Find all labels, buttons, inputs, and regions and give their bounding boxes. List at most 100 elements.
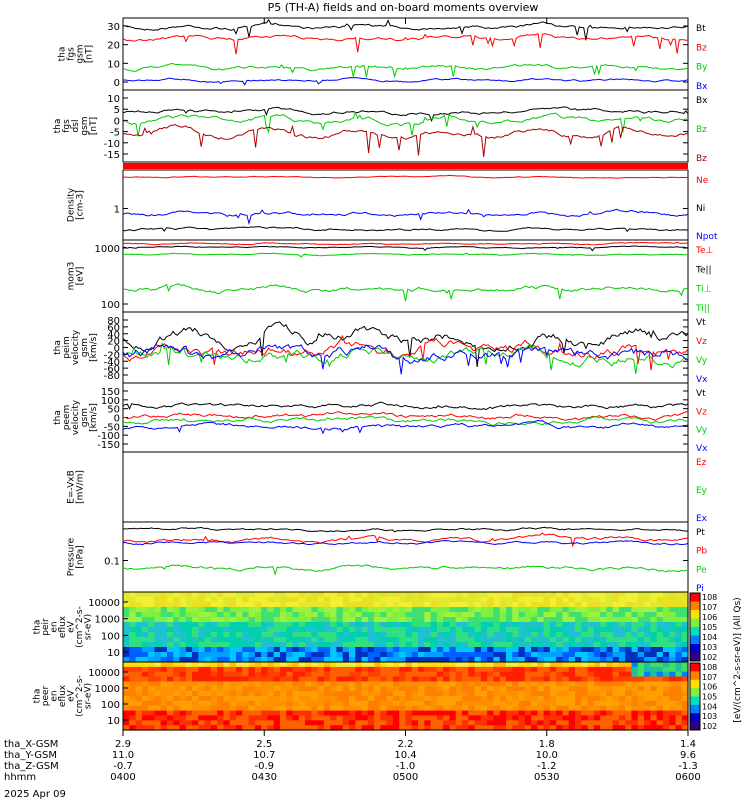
spectro-cell xyxy=(236,632,243,638)
spectro-cell xyxy=(606,676,614,683)
spectro-cell xyxy=(392,662,400,668)
spectro-cell xyxy=(405,705,413,712)
spectro-cell xyxy=(587,602,595,608)
spectro-cell xyxy=(480,725,488,731)
spectro-cell xyxy=(154,691,162,697)
spectro-cell xyxy=(298,612,306,618)
spectro-cell xyxy=(430,705,438,712)
spectro-cell xyxy=(286,632,294,638)
spectro-cell xyxy=(198,652,206,658)
spectro-cell xyxy=(317,671,325,678)
spectro-cell xyxy=(160,725,168,731)
spectro-cell xyxy=(261,705,268,712)
spectro-cell xyxy=(487,622,494,628)
spectro-cell xyxy=(618,686,626,692)
series-Ti⊥ xyxy=(122,252,689,258)
spectro-cell xyxy=(405,720,413,726)
spectro-cell xyxy=(637,632,645,638)
spectro-cell xyxy=(210,710,218,717)
spectro-cell xyxy=(411,705,419,712)
spectro-cell xyxy=(248,642,256,648)
ytick-label: -40 xyxy=(104,357,120,368)
spectro-cell xyxy=(261,696,268,702)
spectro-cell xyxy=(669,671,677,678)
spectro-cell xyxy=(543,691,551,697)
spectro-cell xyxy=(374,622,381,628)
spectro-cell xyxy=(474,657,482,663)
legend-Npot: Npot xyxy=(696,232,718,242)
spectro-cell xyxy=(210,666,218,673)
spectro-cell xyxy=(418,642,425,648)
spectro-cell xyxy=(556,691,564,697)
spectro-cell xyxy=(330,662,338,668)
spectro-cell xyxy=(568,607,576,613)
date-label: 2025 Apr 09 xyxy=(4,789,66,800)
spectro-cell xyxy=(361,705,369,712)
colorbar-tick: 107 xyxy=(702,673,717,682)
spectro-cell xyxy=(204,602,212,608)
spectro-cell xyxy=(625,696,633,702)
ytick-label: 1000 xyxy=(95,615,120,626)
spectro-cell xyxy=(637,612,645,618)
spectro-ylabel: en xyxy=(50,690,60,701)
spectro-cell xyxy=(480,592,488,598)
ytick-label: 20 xyxy=(107,337,120,348)
spectro-cell xyxy=(311,681,319,687)
spectro-cell xyxy=(455,622,463,628)
spectro-cell xyxy=(631,662,639,668)
spectro-cell xyxy=(367,647,375,653)
spectro-cell xyxy=(192,602,199,608)
spectro-cell xyxy=(229,592,237,598)
spectro-cell xyxy=(267,657,275,663)
spectrogram-peer: 10000100010010thapeerenefluxeV(cm^2-s-sr… xyxy=(33,661,689,731)
spectro-cell xyxy=(606,657,614,663)
spectro-cell xyxy=(399,652,407,658)
spectro-cell xyxy=(418,637,425,643)
spectro-cell xyxy=(618,607,626,613)
spectro-cell xyxy=(418,720,425,726)
spectro-cell xyxy=(336,705,344,712)
spectro-cell xyxy=(154,612,162,618)
spectro-cell xyxy=(424,647,432,653)
spectro-cell xyxy=(223,642,231,648)
spectro-cell xyxy=(279,612,287,618)
spectro-cell xyxy=(367,681,375,687)
spectro-cell xyxy=(449,710,457,717)
spectro-ylabel: peir xyxy=(41,618,51,636)
spectro-cell xyxy=(537,627,545,633)
spectro-cell xyxy=(430,715,438,721)
spectro-cell xyxy=(531,666,538,673)
spectro-cell xyxy=(123,622,130,628)
spectro-cell xyxy=(468,652,476,658)
spectro-cell xyxy=(650,622,658,628)
spectro-cell xyxy=(568,597,576,603)
spectro-cell xyxy=(600,725,607,731)
spectro-cell xyxy=(242,592,250,598)
series-Vt xyxy=(122,401,689,411)
spectro-cell xyxy=(549,700,557,707)
spectro-cell xyxy=(549,607,557,613)
spectro-cell xyxy=(286,612,294,618)
spectro-cell xyxy=(493,632,501,638)
spectro-cell xyxy=(261,592,268,598)
spectro-cell xyxy=(179,676,187,683)
spectro-cell xyxy=(392,705,400,712)
spectro-cell xyxy=(612,662,620,668)
series-Npot xyxy=(122,208,689,226)
spectro-cell xyxy=(229,691,237,697)
spectro-cell xyxy=(631,671,639,678)
spectro-cell xyxy=(204,696,212,702)
spectro-cell xyxy=(192,681,199,687)
spectro-cell xyxy=(242,715,250,721)
spectro-cell xyxy=(499,632,507,638)
spectro-cell xyxy=(292,666,300,673)
spectro-cell xyxy=(367,617,375,623)
spectro-cell xyxy=(405,676,413,683)
spectro-cell xyxy=(612,642,620,648)
spectro-cell xyxy=(675,691,683,697)
spectro-cell xyxy=(625,637,633,643)
spectro-cell xyxy=(656,666,664,673)
legend-Pt: Pt xyxy=(696,528,705,538)
spectro-cell xyxy=(217,642,225,648)
spectro-cell xyxy=(330,676,338,683)
